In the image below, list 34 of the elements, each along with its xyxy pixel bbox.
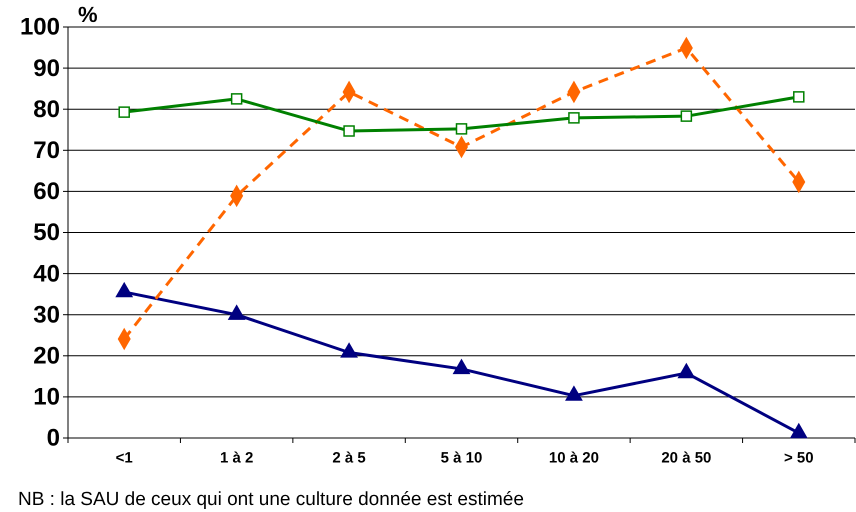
x-tick-label: 10 à 20 [548,450,599,467]
text: NB : la SAU de ceux qui ont une culture donnée est estimée [18,489,524,510]
y-tick-label: 90 [33,54,60,82]
y-tick-label: 100 [20,14,60,41]
point [678,364,695,378]
point [343,125,355,137]
y-axis-title: % [78,2,98,27]
point [456,123,468,135]
y-tick-label: 10 [33,384,60,411]
x-tick-label: 5 à 10 [440,450,482,467]
point [453,359,470,374]
point [228,305,245,320]
x-tick-label: 20 à 50 [661,450,712,467]
point [340,342,358,358]
point [116,282,133,298]
x-tick-label: 2 à 5 [332,450,366,467]
y-tick-label: 80 [33,96,60,123]
y-tick-label: 50 [33,219,60,246]
y-tick-label: 60 [33,178,60,206]
y-tick-label: 30 [33,301,60,328]
point [230,93,242,105]
y-tick-label: 20 [33,342,60,370]
y-tick-label: 40 [33,260,60,288]
point [793,91,805,103]
point [568,112,580,124]
point [566,386,582,401]
point [680,110,692,122]
point [790,424,808,438]
x-tick-label: > 50 [784,450,814,467]
y-tick-label: 0 [46,424,60,452]
x-tick-label: <1 [116,450,133,467]
x-tick-label: 1 à 2 [220,450,254,467]
y-tick-label: 70 [33,136,60,164]
point [118,106,130,118]
